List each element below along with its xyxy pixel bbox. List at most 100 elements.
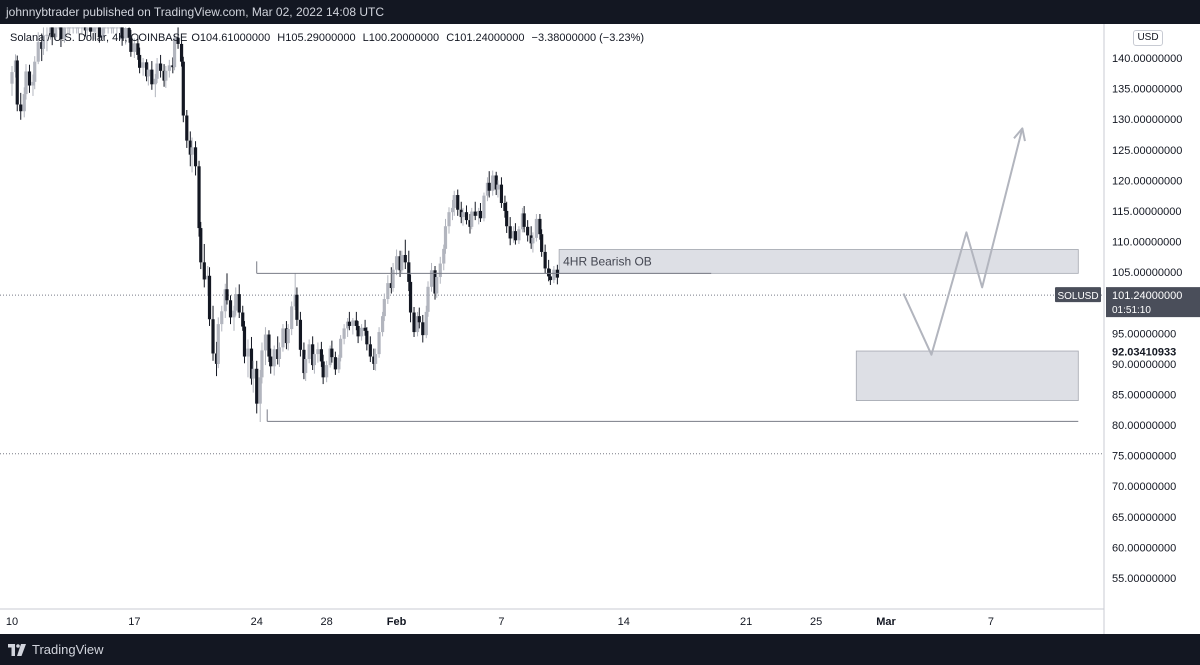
candle-up: [552, 269, 556, 281]
chart-panel[interactable]: 4HR Bearish OB 55.00000000 60.00000000 65.…: [0, 24, 1200, 634]
time-tick-label: Mar: [876, 616, 896, 628]
projection-path: [902, 128, 1024, 356]
candle-down: [228, 300, 233, 318]
candle-down: [171, 65, 175, 68]
published-header: johnnybtrader published on TradingView.c…: [0, 0, 1200, 24]
bar-countdown: 01:51:10: [1112, 305, 1151, 316]
candle-up: [54, 27, 58, 38]
time-tick-label: 28: [321, 616, 333, 628]
candle-up: [482, 195, 486, 219]
candle-down: [120, 27, 124, 39]
candle-down: [225, 289, 229, 301]
candle-down: [321, 361, 325, 378]
candle-down: [494, 175, 498, 190]
footer-bar: TradingView: [0, 634, 1200, 665]
candle-down: [407, 262, 411, 282]
candle-down: [526, 226, 530, 236]
candle-down: [543, 251, 547, 269]
candle-up: [66, 27, 70, 29]
candle-down: [356, 325, 360, 337]
time-tick-label: 24: [251, 616, 263, 628]
candle-down: [138, 54, 142, 68]
candle-up: [426, 286, 430, 312]
candle-down: [50, 27, 54, 38]
candle-up: [172, 37, 177, 68]
candle-up: [31, 81, 35, 86]
candle-up: [62, 27, 67, 40]
price-axis: 55.00000000 60.00000000 65.00000000 70.0000…: [1112, 53, 1182, 585]
candle-up: [531, 237, 535, 244]
candle-down: [40, 42, 44, 49]
candle-down: [456, 195, 460, 210]
candle-up: [272, 349, 276, 367]
candle-up: [461, 212, 465, 218]
candle-up: [155, 63, 159, 79]
candle-down: [363, 327, 367, 331]
candle-down: [503, 202, 507, 211]
symbol-tag-text: SOLUSD: [1057, 291, 1098, 302]
candle-down: [15, 60, 19, 105]
candle-up: [360, 327, 364, 337]
candle-down: [302, 349, 306, 374]
price-tick-label: 60.00000000: [1112, 542, 1176, 554]
candle-down: [207, 275, 212, 320]
candle-down: [255, 368, 259, 404]
candle-up: [452, 195, 456, 208]
candle-up: [281, 328, 285, 348]
candle-down: [267, 334, 271, 357]
candle-down: [188, 140, 192, 155]
grid-layer: [0, 294, 1104, 455]
candle-up: [216, 324, 220, 364]
candle-down: [547, 268, 551, 277]
price-tick-label: 85.00000000: [1112, 389, 1176, 401]
candle-up: [220, 311, 224, 325]
candle-down: [284, 328, 289, 344]
time-tick-label: Feb: [387, 616, 407, 628]
price-markers: SOLUSD 101.24000000 01:51:10 92.03410933: [1055, 287, 1200, 360]
candle-down: [199, 228, 203, 263]
candle-up: [491, 175, 495, 191]
candle-down: [298, 319, 303, 350]
candlestick-chart[interactable]: 4HR Bearish OB 55.00000000 60.00000000 65.…: [0, 24, 1200, 634]
drawing-layer: [256, 127, 1079, 422]
candle-up: [106, 27, 110, 29]
candle-up: [450, 207, 455, 213]
candle-down: [319, 349, 323, 362]
candle-up: [94, 27, 98, 29]
candle-up: [263, 334, 268, 351]
price-tick-label: 55.00000000: [1112, 573, 1176, 585]
candle-up: [400, 254, 404, 271]
candle-down: [144, 62, 149, 77]
candle-up: [57, 27, 61, 29]
candle-down: [433, 270, 437, 294]
candle-down: [242, 326, 247, 357]
price-tick-label: 70.00000000: [1112, 481, 1176, 493]
candle-up: [153, 78, 157, 85]
candle-up: [342, 328, 346, 339]
currency-badge[interactable]: USD: [1133, 30, 1163, 46]
legend-low: L100.20000000: [362, 32, 440, 44]
candle-up: [429, 270, 434, 287]
candle-up: [101, 27, 105, 38]
symbol-name: Solana / U.S. Dollar, 4h, COINBASE: [10, 32, 188, 44]
candle-up: [36, 42, 40, 62]
price-tick-label: 135.00000000: [1112, 84, 1182, 96]
price-tick-label: 110.00000000: [1112, 237, 1182, 249]
footer-brand: TradingView: [32, 642, 104, 657]
candle-down: [127, 28, 131, 38]
candle-down: [162, 70, 166, 81]
candle-down: [347, 321, 351, 326]
legend-close: C101.24000000: [446, 32, 525, 44]
candle-up: [316, 349, 320, 355]
candle-up: [232, 310, 236, 318]
candle-down: [478, 210, 483, 219]
candle-down: [276, 349, 280, 359]
candle-up: [10, 72, 14, 84]
price-tick-label: 80.00000000: [1112, 420, 1176, 432]
candle-down: [176, 37, 180, 44]
candle-up: [110, 27, 114, 29]
candle-down: [408, 281, 413, 313]
candle-down: [365, 330, 369, 345]
legend-high: H105.29000000: [277, 32, 356, 44]
candle-down: [505, 210, 509, 227]
